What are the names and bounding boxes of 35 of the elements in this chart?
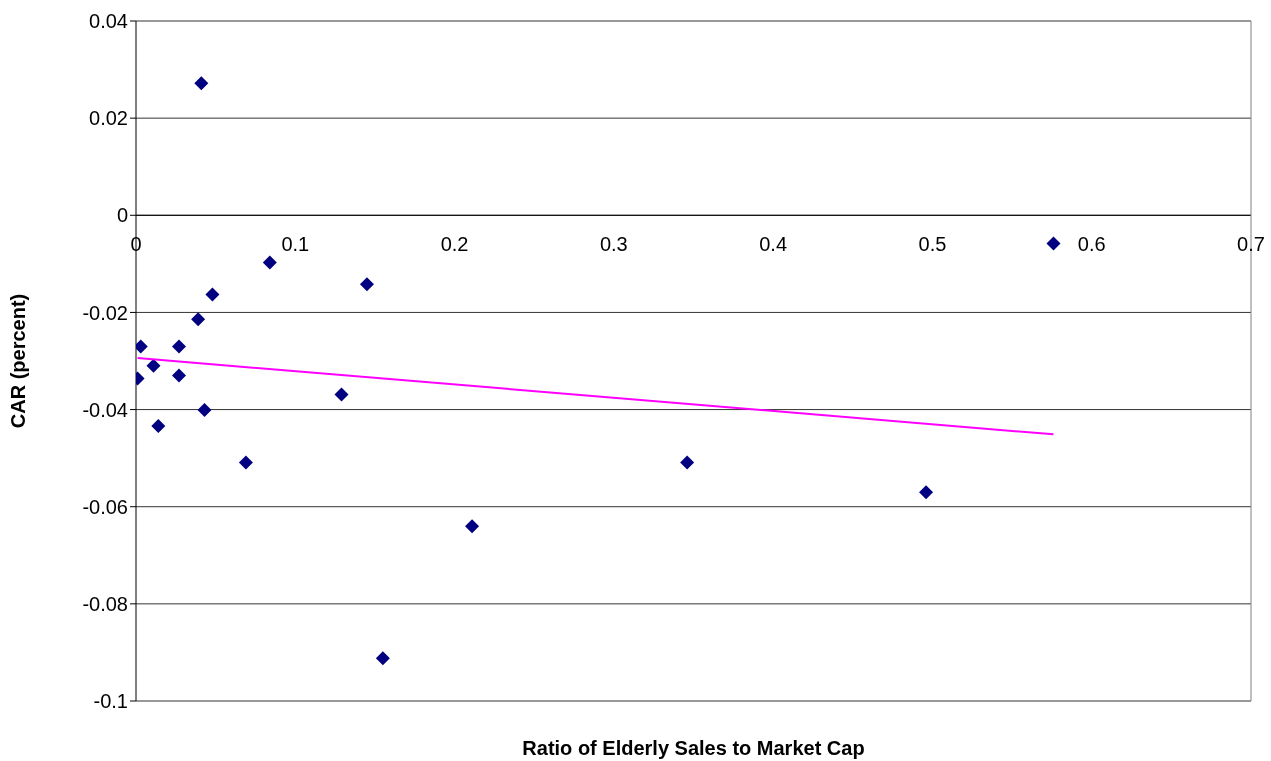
x-tick-label: 0.2: [440, 233, 469, 256]
point: [197, 403, 212, 418]
point: [238, 455, 253, 470]
y-tick-label: -0.04: [82, 398, 128, 421]
x-tick-label: 0.6: [1077, 233, 1106, 256]
y-axis-title: CAR (percent): [7, 293, 30, 429]
point: [151, 419, 166, 434]
point: [205, 287, 220, 302]
point: [194, 76, 209, 91]
point: [172, 368, 187, 383]
x-tick-label: 0: [130, 233, 142, 256]
y-tick-label: 0: [116, 204, 128, 227]
y-tick-label: -0.08: [82, 592, 128, 615]
point: [359, 277, 374, 292]
x-tick-label: 0.1: [281, 233, 310, 256]
y-tick-label: -0.02: [82, 301, 128, 324]
x-axis-title: Ratio of Elderly Sales to Market Cap: [522, 737, 865, 759]
point: [375, 651, 390, 666]
y-tick-label: 0.02: [89, 107, 128, 130]
point: [262, 255, 277, 270]
point: [191, 312, 206, 327]
point: [680, 455, 695, 470]
point: [172, 339, 187, 354]
point: [919, 485, 934, 500]
x-tick-label: 0.5: [918, 233, 947, 256]
point: [1046, 236, 1061, 251]
y-tick-label: -0.1: [93, 690, 128, 713]
x-tick-label: 0.3: [599, 233, 628, 256]
y-tick-label: 0.04: [89, 10, 128, 33]
x-tick-label: 0.4: [759, 233, 788, 256]
point: [465, 519, 480, 534]
y-tick-label: -0.06: [82, 495, 128, 518]
x-tick-label: 0.7: [1237, 233, 1265, 256]
point: [146, 358, 161, 373]
point: [334, 387, 349, 402]
